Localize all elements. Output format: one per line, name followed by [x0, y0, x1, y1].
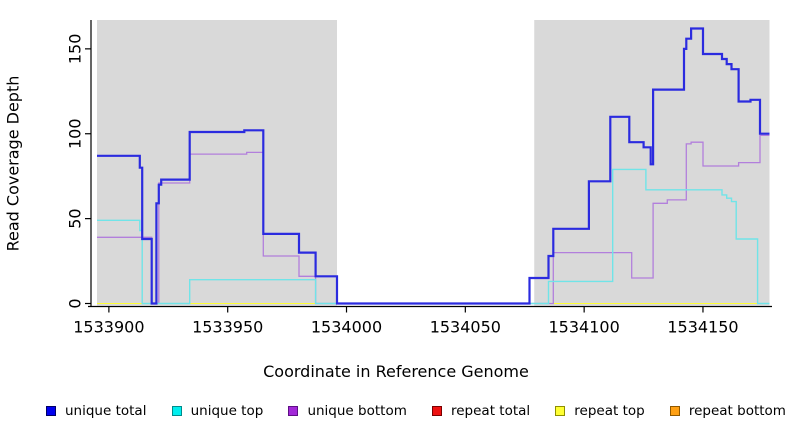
- legend-label-unique-bottom: unique bottom: [307, 403, 407, 419]
- x-axis-title: Coordinate in Reference Genome: [263, 362, 529, 381]
- panel-background-0: [97, 20, 338, 306]
- legend-item-unique-top: unique top: [171, 403, 264, 419]
- y-axis-title: Read Coverage Depth: [3, 75, 23, 252]
- x-tick-label: 1534000: [311, 318, 382, 337]
- legend-item-repeat-bottom: repeat bottom: [669, 403, 786, 419]
- legend-item-repeat-total: repeat total: [431, 403, 531, 419]
- series-unique-total-line: [97, 27, 770, 305]
- y-tick-label: 0: [66, 298, 85, 308]
- legend-swatch-repeat-bottom: [669, 406, 680, 416]
- legend-swatch-unique-total: [46, 406, 56, 416]
- x-tick-label: 1534100: [549, 318, 620, 337]
- series-unique-top-line: [97, 168, 770, 305]
- legend-label-repeat-top: repeat top: [574, 403, 645, 419]
- legend-label-repeat-total: repeat total: [450, 403, 531, 419]
- legend-label-unique-total: unique total: [65, 403, 147, 419]
- legend-item-unique-total: unique total: [46, 403, 146, 419]
- legend-label-unique-top: unique top: [190, 403, 264, 419]
- legend-swatch-repeat-total: [431, 406, 442, 416]
- y-tick-label: 100: [66, 118, 85, 149]
- legend-item-unique-bottom: unique bottom: [288, 403, 407, 419]
- legend-swatch-unique-bottom: [288, 406, 299, 416]
- x-tick-label: 1534050: [430, 318, 501, 337]
- y-tick-label: 50: [66, 208, 85, 228]
- x-tick-label: 1534150: [667, 318, 738, 337]
- legend-swatch-repeat-top: [555, 406, 566, 416]
- panel-background-1: [534, 20, 770, 306]
- legend-swatch-unique-top: [171, 406, 182, 416]
- x-tick-label: 1533950: [192, 318, 263, 337]
- legend-label-repeat-bottom: repeat bottom: [688, 403, 786, 419]
- legend: unique total unique top unique bottom repea…: [46, 398, 786, 424]
- x-tick-label: 1533900: [73, 318, 144, 337]
- legend-item-repeat-top: repeat top: [555, 403, 645, 419]
- y-tick-label: 150: [66, 34, 85, 65]
